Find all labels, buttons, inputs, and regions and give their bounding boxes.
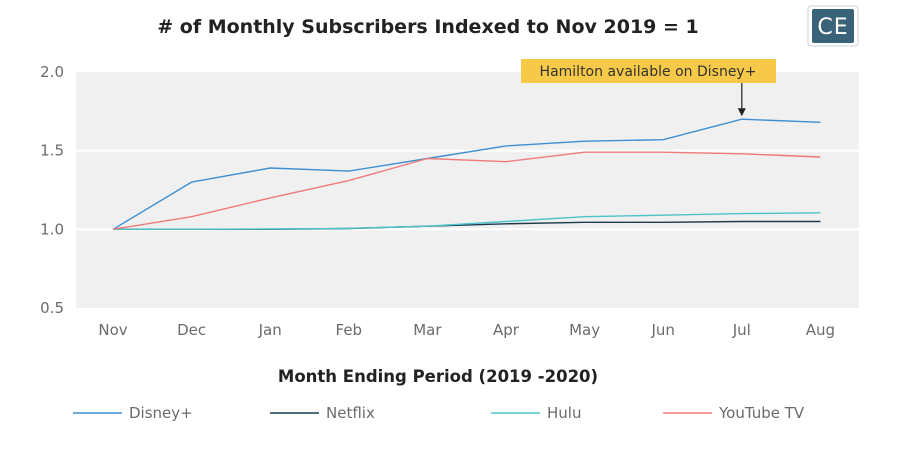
- logo-badge: [812, 9, 854, 43]
- legend-label: Netflix: [326, 404, 375, 422]
- chart-title: # of Monthly Subscribers Indexed to Nov …: [157, 16, 699, 38]
- legend-label: YouTube TV: [718, 404, 805, 422]
- y-tick-label: 0.5: [40, 299, 64, 317]
- logo-text: CE: [817, 15, 848, 40]
- series-line-hulu: [113, 212, 821, 231]
- x-tick-label: Feb: [336, 321, 363, 339]
- x-tick-label: May: [569, 321, 600, 339]
- x-axis-label: Month Ending Period (2019 -2020): [278, 367, 598, 386]
- x-tick-label: Mar: [413, 321, 442, 339]
- x-tick-label: Apr: [493, 321, 520, 339]
- series-line-disney: [112, 118, 821, 230]
- annotation-arrowhead: [737, 108, 746, 117]
- y-tick-label: 1.0: [40, 220, 64, 238]
- y-tick-label: 1.5: [40, 142, 64, 160]
- legend: Disney+ Netflix Hulu YouTube TV: [73, 404, 805, 422]
- legend-label: Hulu: [547, 404, 581, 422]
- logo: CE: [807, 5, 859, 47]
- x-tick-label: Jan: [258, 321, 282, 339]
- y-tick-label: 2.0: [40, 63, 64, 81]
- x-tick-label: Dec: [177, 321, 206, 339]
- plot-area: [76, 72, 859, 308]
- annotation-text: Hamilton available on Disney+: [540, 64, 757, 80]
- legend-label: Disney+: [129, 404, 193, 422]
- x-tick-label: Jul: [732, 321, 751, 339]
- x-tick-label: Jun: [650, 321, 674, 339]
- annotation-box: [521, 59, 776, 83]
- x-tick-label: Nov: [98, 321, 127, 339]
- series-line-youtube-tv: [112, 151, 821, 230]
- x-tick-label: Aug: [806, 321, 835, 339]
